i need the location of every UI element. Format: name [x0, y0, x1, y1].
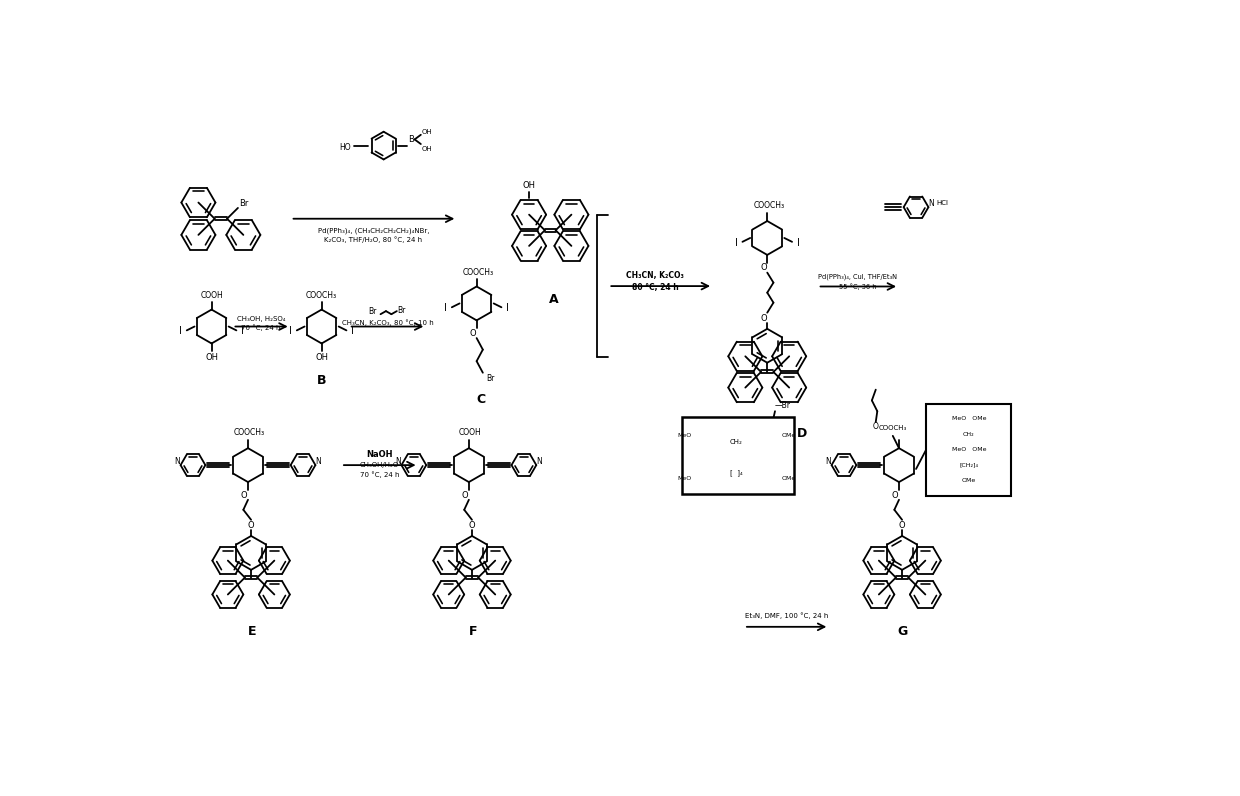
Text: E: E	[248, 625, 257, 638]
Text: O: O	[873, 422, 879, 431]
Text: COOCH₃: COOCH₃	[234, 428, 265, 437]
Text: Br: Br	[239, 199, 249, 208]
Text: HO: HO	[340, 143, 351, 152]
Text: OH: OH	[315, 353, 329, 362]
Text: C: C	[476, 393, 485, 406]
Text: K₂CO₃, THF/H₂O, 80 °C, 24 h: K₂CO₃, THF/H₂O, 80 °C, 24 h	[325, 236, 423, 243]
Text: O: O	[760, 314, 766, 322]
Text: O: O	[899, 521, 905, 529]
Text: 55 °C, 36 h: 55 °C, 36 h	[839, 283, 877, 290]
Text: O: O	[241, 490, 248, 500]
Text: Pd(PPh₃)₄, CuI, THF/Et₃N: Pd(PPh₃)₄, CuI, THF/Et₃N	[818, 273, 898, 279]
Text: N: N	[316, 457, 321, 466]
Text: OMe: OMe	[781, 433, 795, 439]
Text: B: B	[317, 374, 326, 387]
Text: COOCH₃: COOCH₃	[753, 201, 785, 210]
Text: Br: Br	[486, 373, 495, 383]
Text: NaOH: NaOH	[367, 450, 393, 458]
Text: I: I	[179, 326, 182, 336]
Text: COOCH₃: COOCH₃	[879, 425, 906, 431]
Text: D: D	[797, 427, 807, 440]
Text: I: I	[289, 326, 293, 336]
Text: I: I	[506, 303, 510, 313]
Text: O: O	[892, 490, 899, 500]
Text: COOCH₃: COOCH₃	[463, 268, 494, 277]
Text: Br: Br	[368, 307, 376, 316]
Text: I: I	[241, 326, 244, 336]
Bar	[682, 417, 795, 494]
Text: [  ]₄: [ ]₄	[730, 470, 743, 476]
Bar	[926, 404, 1012, 496]
Text: OH: OH	[205, 353, 218, 362]
Text: I: I	[351, 326, 355, 336]
Text: I: I	[735, 237, 738, 248]
Text: O: O	[469, 521, 475, 529]
Text: CH₂: CH₂	[730, 439, 743, 445]
Text: COOCH₃: COOCH₃	[306, 291, 337, 300]
Text: O: O	[461, 490, 469, 500]
Text: 70 °C, 24 h: 70 °C, 24 h	[360, 471, 399, 478]
Text: N: N	[537, 457, 542, 466]
Text: A: A	[549, 293, 559, 306]
Text: O: O	[248, 521, 254, 529]
Text: OMe: OMe	[781, 477, 795, 482]
Text: MeO   OMe: MeO OMe	[951, 447, 986, 452]
Text: G: G	[898, 625, 908, 638]
Text: COOH: COOH	[200, 291, 223, 300]
Text: CH₃CN, K₂CO₃, 80 °C, 10 h: CH₃CN, K₂CO₃, 80 °C, 10 h	[342, 319, 433, 326]
Text: 80 °C, 24 h: 80 °C, 24 h	[631, 283, 678, 292]
Text: COOH: COOH	[459, 428, 482, 437]
Text: N: N	[929, 199, 935, 208]
Text: OH: OH	[422, 129, 433, 135]
Text: Et₃N, DMF, 100 °C, 24 h: Et₃N, DMF, 100 °C, 24 h	[745, 613, 828, 619]
Text: MeO: MeO	[677, 477, 692, 482]
Text: B: B	[408, 135, 414, 144]
Text: HCl: HCl	[936, 201, 949, 206]
Text: I: I	[797, 237, 800, 248]
Text: —Br: —Br	[775, 401, 791, 410]
Text: Pd(PPh₃)₄, (CH₃CH₂CH₂CH₂)₄NBr,: Pd(PPh₃)₄, (CH₃CH₂CH₂CH₂)₄NBr,	[317, 227, 429, 233]
Text: N: N	[175, 457, 180, 466]
Text: CH₃OH, H₂SO₄: CH₃OH, H₂SO₄	[237, 316, 285, 322]
Text: OMe: OMe	[962, 478, 976, 483]
Text: OH: OH	[422, 146, 433, 152]
Text: 70 °C, 24 h: 70 °C, 24 h	[242, 325, 281, 331]
Text: [CH₂]₄: [CH₂]₄	[960, 462, 978, 467]
Text: Br: Br	[397, 306, 405, 315]
Text: CH₂: CH₂	[963, 431, 975, 437]
Text: O: O	[470, 329, 476, 338]
Text: CH₃OH/H₂O: CH₃OH/H₂O	[360, 462, 399, 468]
Text: CH₃CN, K₂CO₃: CH₃CN, K₂CO₃	[626, 271, 683, 280]
Text: N: N	[396, 457, 402, 466]
Text: MeO: MeO	[677, 433, 692, 439]
Text: I: I	[444, 303, 448, 313]
Text: OH: OH	[522, 181, 536, 190]
Text: O: O	[760, 263, 766, 272]
Text: F: F	[469, 625, 477, 638]
Text: N: N	[826, 457, 831, 466]
Text: MeO   OMe: MeO OMe	[951, 416, 986, 421]
